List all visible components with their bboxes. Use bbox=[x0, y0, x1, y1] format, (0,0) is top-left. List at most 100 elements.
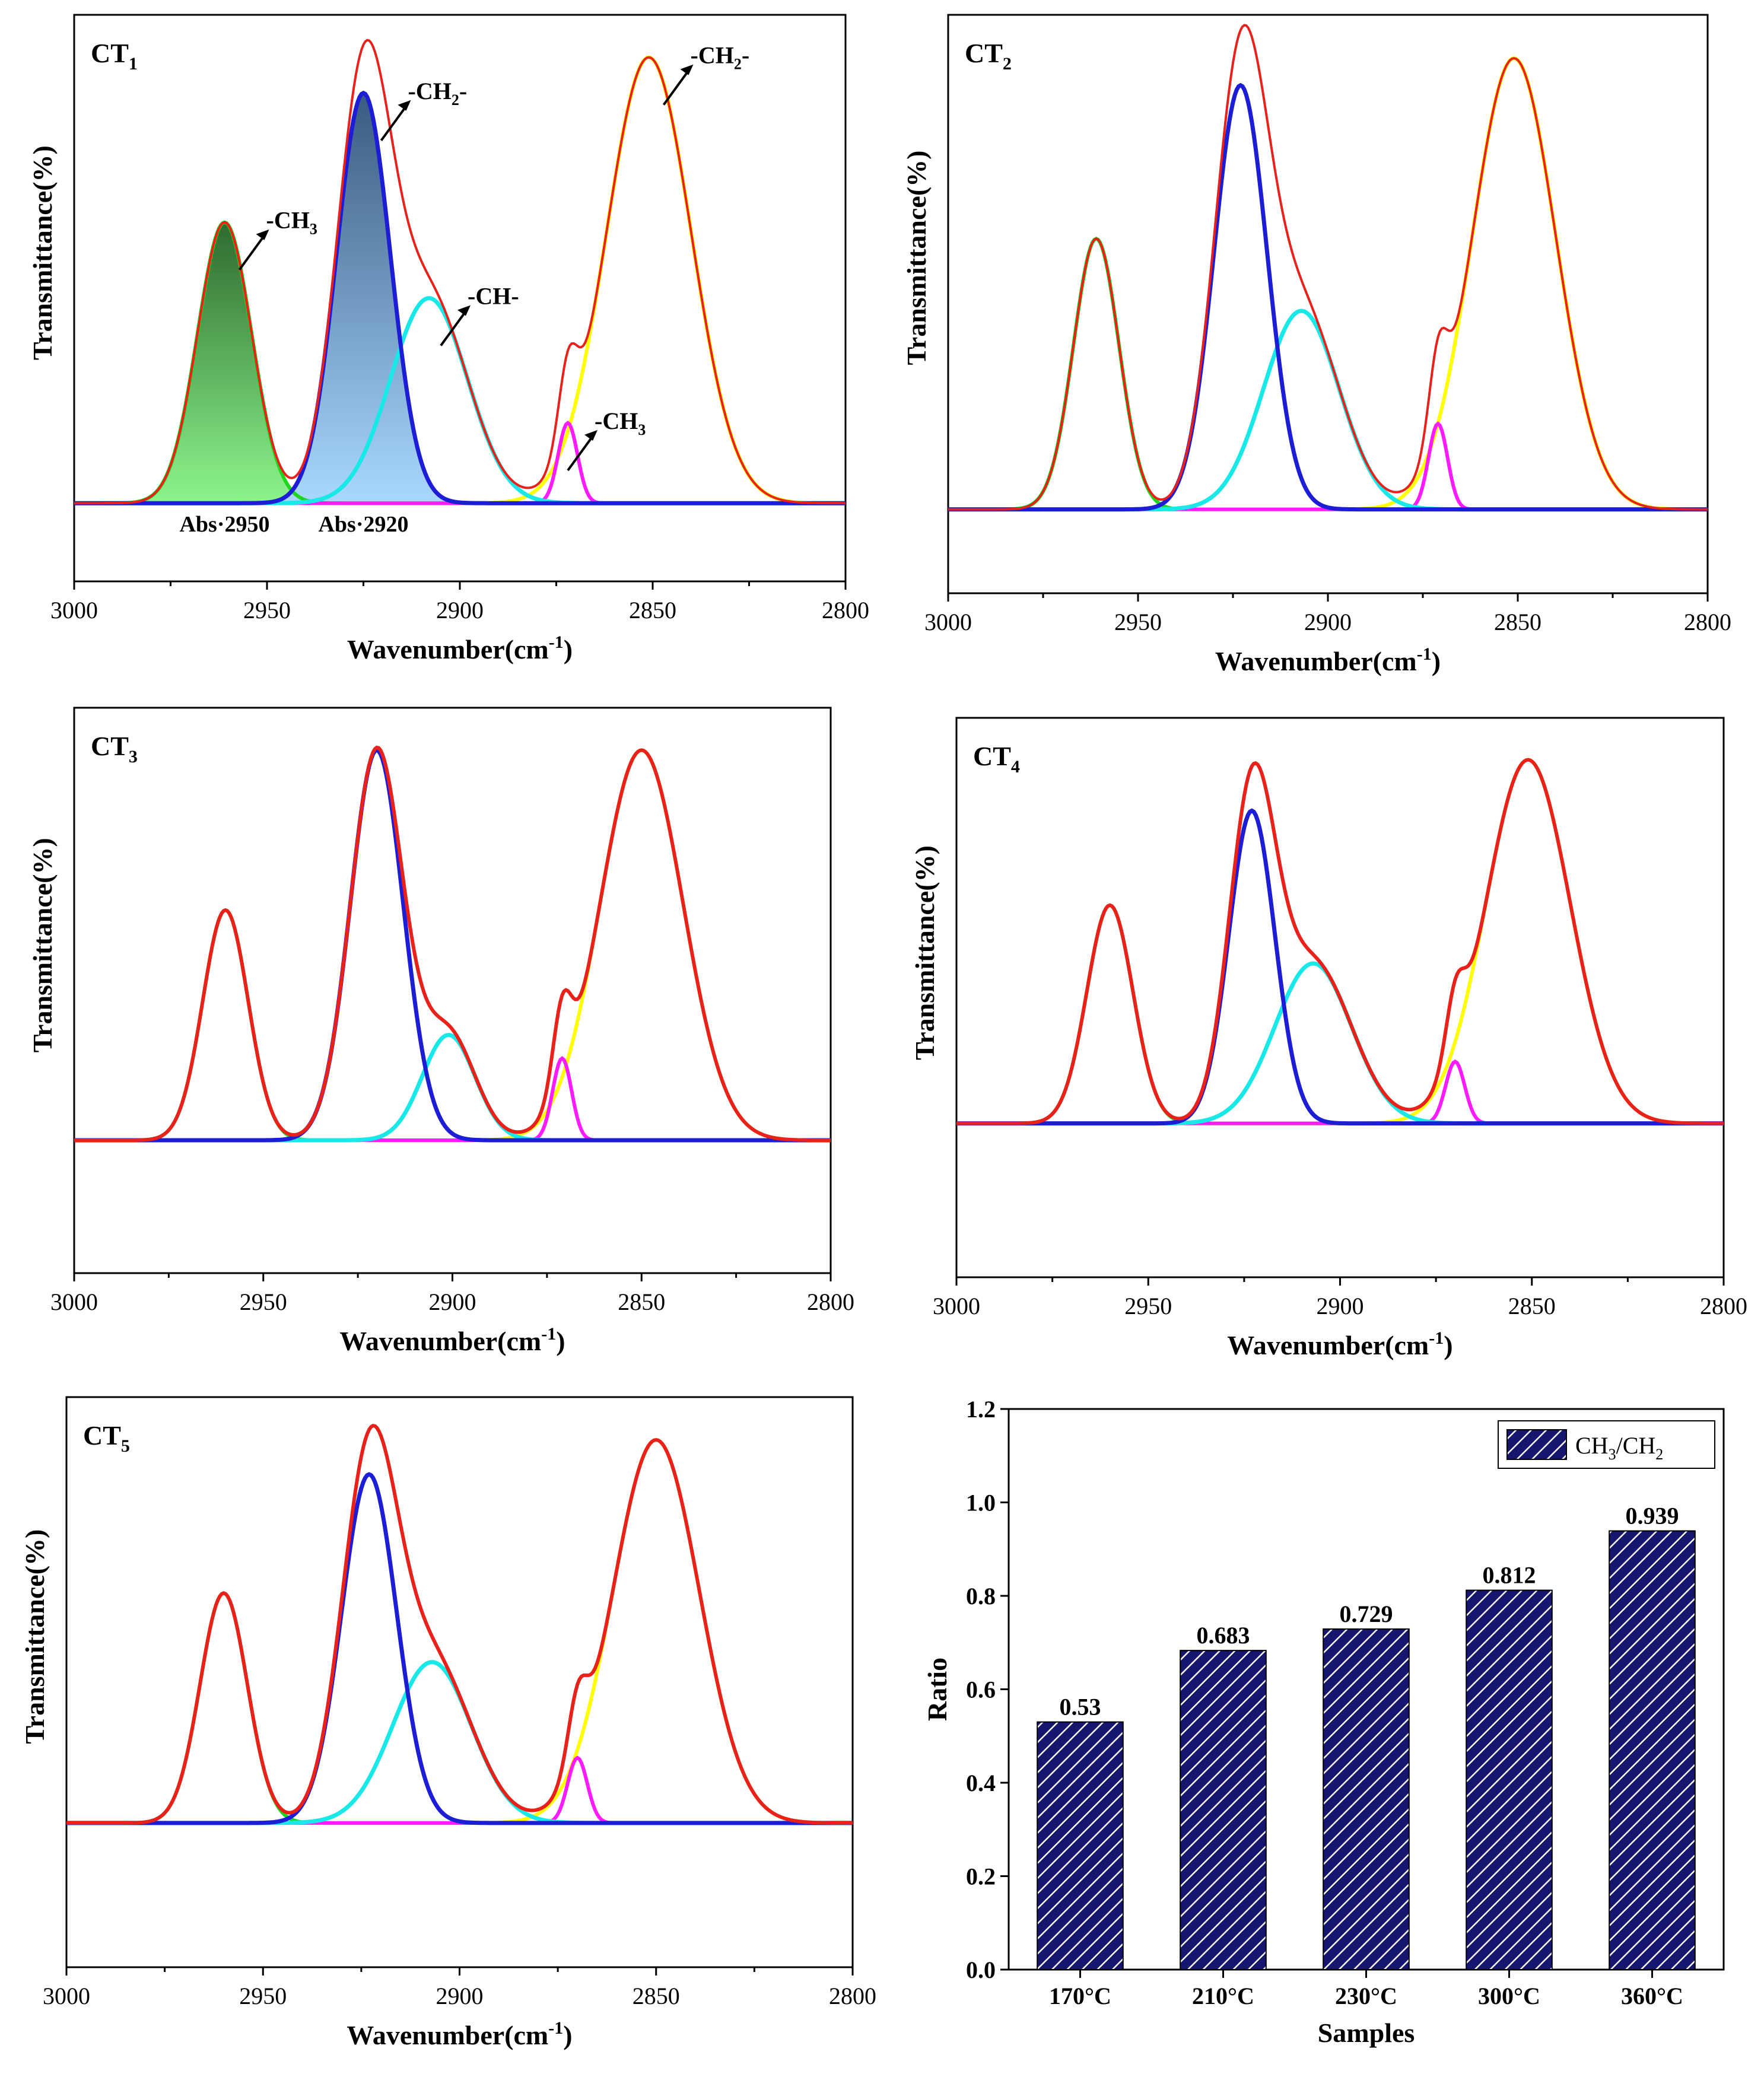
annotation-label: -CH3 bbox=[266, 207, 317, 238]
x-tick-label: 2850 bbox=[633, 1983, 680, 2009]
bar-1 bbox=[1180, 1650, 1267, 1970]
x-tick-label: 2950 bbox=[1114, 609, 1162, 635]
x-tick-label: 2800 bbox=[822, 597, 869, 624]
arrow-head bbox=[398, 100, 411, 111]
x-tick-label: 2950 bbox=[239, 1983, 287, 2009]
annotation-arrow bbox=[440, 312, 466, 346]
envelope-curve bbox=[74, 745, 831, 1143]
x-tick-label: 3000 bbox=[50, 597, 98, 624]
x-tick-label: 300°C bbox=[1478, 1983, 1540, 2009]
panel-title: CT2 bbox=[965, 38, 1012, 74]
y-tick-label: 1.0 bbox=[966, 1490, 996, 1516]
bar-value-label: 0.812 bbox=[1483, 1562, 1536, 1589]
peak-curve-1 bbox=[948, 82, 1708, 512]
x-tick-label: 2900 bbox=[436, 1983, 484, 2009]
x-tick-label: 3000 bbox=[50, 1289, 98, 1315]
x-tick-label: 2950 bbox=[243, 597, 291, 624]
x-tick-label: 2900 bbox=[429, 1289, 476, 1315]
plot-frame bbox=[65, 1396, 854, 1968]
x-tick-label: 360°C bbox=[1621, 1983, 1683, 2009]
spectrum-panel-2: 3000 2950 2900 2850 2800 Wavenumber(cm-1) Tran… bbox=[901, 14, 1731, 676]
y-axis-label: Transmittance(%) bbox=[20, 1529, 50, 1744]
annotation-label: -CH2- bbox=[408, 78, 468, 109]
peak-area-fill bbox=[255, 93, 472, 504]
x-tick-label: 210°C bbox=[1192, 1983, 1254, 2009]
panel-title: CT3 bbox=[91, 731, 138, 766]
legend-swatch bbox=[1506, 1429, 1567, 1460]
y-tick-label: 0.0 bbox=[966, 1957, 996, 1983]
y-tick-label: 0.6 bbox=[966, 1677, 996, 1703]
bar-3 bbox=[1466, 1589, 1553, 1971]
area-label: Abs·2950 bbox=[179, 512, 269, 537]
annotation-label: -CH- bbox=[468, 282, 519, 309]
x-tick-label: 2800 bbox=[829, 1983, 876, 2009]
bar-value-label: 0.53 bbox=[1060, 1694, 1101, 1720]
x-axis-label: Wavenumber(cm-1) bbox=[1227, 1328, 1452, 1360]
y-axis-label: Transmittance(%) bbox=[27, 838, 58, 1052]
arrow-head bbox=[584, 430, 597, 441]
bar-chart-panel: 0.0 0.2 0.4 0.6 0.8 1.0 1.2 0.53 170°C 0.683 210°C… bbox=[922, 1396, 1725, 2048]
annotation-arrow bbox=[238, 236, 265, 271]
bar-4 bbox=[1609, 1530, 1696, 1971]
area-label: Abs·2920 bbox=[318, 512, 408, 537]
x-tick-label: 2800 bbox=[807, 1289, 854, 1315]
peak-curve-2 bbox=[66, 1660, 853, 1825]
bar-value-label: 0.939 bbox=[1626, 1503, 1679, 1529]
y-tick-label: 0.4 bbox=[966, 1770, 996, 1796]
y-axis-label: Transmittance(%) bbox=[910, 845, 940, 1060]
x-tick-label: 3000 bbox=[933, 1293, 980, 1319]
peak-curve-1 bbox=[956, 808, 1724, 1126]
panel-title: CT5 bbox=[83, 1420, 130, 1456]
peak-curve-1 bbox=[74, 90, 846, 505]
x-tick-label: 2800 bbox=[1684, 609, 1731, 635]
peak-curve-2 bbox=[956, 961, 1724, 1126]
arrow-head bbox=[457, 305, 471, 316]
y-tick-label: 0.8 bbox=[966, 1583, 996, 1609]
peak-curve-1 bbox=[74, 747, 831, 1143]
y-axis-label: Transmittance(%) bbox=[901, 151, 932, 365]
panel-title: CT4 bbox=[973, 741, 1020, 777]
peak-curve-0 bbox=[66, 1591, 853, 1825]
y-axis-label: Transmittance(%) bbox=[27, 145, 58, 360]
arrow-head bbox=[680, 64, 694, 75]
bar-value-label: 0.683 bbox=[1197, 1622, 1250, 1649]
y-tick-label: 1.2 bbox=[966, 1396, 996, 1423]
peak-curve-0 bbox=[956, 903, 1724, 1125]
bar-0 bbox=[1037, 1721, 1124, 1970]
peak-curve-0 bbox=[948, 236, 1708, 511]
x-tick-label: 2850 bbox=[1494, 609, 1541, 635]
peak-curve-2 bbox=[948, 308, 1708, 512]
annotation-label: -CH2- bbox=[691, 42, 750, 73]
peak-curve-1 bbox=[66, 1472, 853, 1825]
x-tick-label: 2850 bbox=[618, 1289, 665, 1315]
x-axis-label: Wavenumber(cm-1) bbox=[339, 1324, 565, 1356]
x-tick-label: 230°C bbox=[1335, 1983, 1397, 2009]
spectrum-panel-1: 3000 2950 2900 2850 2800 Wavenumber(cm-1) Tran… bbox=[27, 14, 869, 664]
peak-curve-4 bbox=[948, 56, 1708, 511]
peak-area-fill bbox=[116, 222, 333, 504]
plot-frame bbox=[73, 707, 832, 1274]
envelope-curve bbox=[74, 39, 846, 505]
x-axis-label: Wavenumber(cm-1) bbox=[347, 632, 573, 664]
spectrum-panel-3: 3000 2950 2900 2850 2800 Wavenumber(cm-1) Tran… bbox=[27, 707, 854, 1356]
x-tick-label: 3000 bbox=[924, 609, 972, 635]
spectrum-panel-5: 3000 2950 2900 2850 2800 Wavenumber(cm-1) Tran… bbox=[20, 1396, 876, 2050]
bar-value-label: 0.729 bbox=[1340, 1601, 1393, 1627]
y-axis-label: Ratio bbox=[922, 1658, 952, 1721]
legend-label: CH3/CH2 bbox=[1575, 1432, 1663, 1463]
arrow-head bbox=[256, 229, 269, 240]
x-tick-label: 2950 bbox=[240, 1289, 287, 1315]
annotation-arrow bbox=[662, 71, 689, 106]
legend: CH3/CH2 bbox=[1498, 1420, 1715, 1469]
x-tick-label: 2900 bbox=[436, 597, 484, 624]
annotation-arrow bbox=[567, 437, 593, 472]
x-axis-label: Samples bbox=[1318, 2018, 1415, 2048]
panel-title: CT1 bbox=[91, 38, 138, 74]
x-tick-label: 2850 bbox=[629, 597, 676, 624]
x-axis-label: Wavenumber(cm-1) bbox=[347, 2018, 572, 2050]
x-tick-label: 2900 bbox=[1304, 609, 1352, 635]
envelope-curve bbox=[956, 758, 1724, 1125]
bar-2 bbox=[1323, 1628, 1410, 1971]
envelope-curve bbox=[948, 24, 1708, 511]
